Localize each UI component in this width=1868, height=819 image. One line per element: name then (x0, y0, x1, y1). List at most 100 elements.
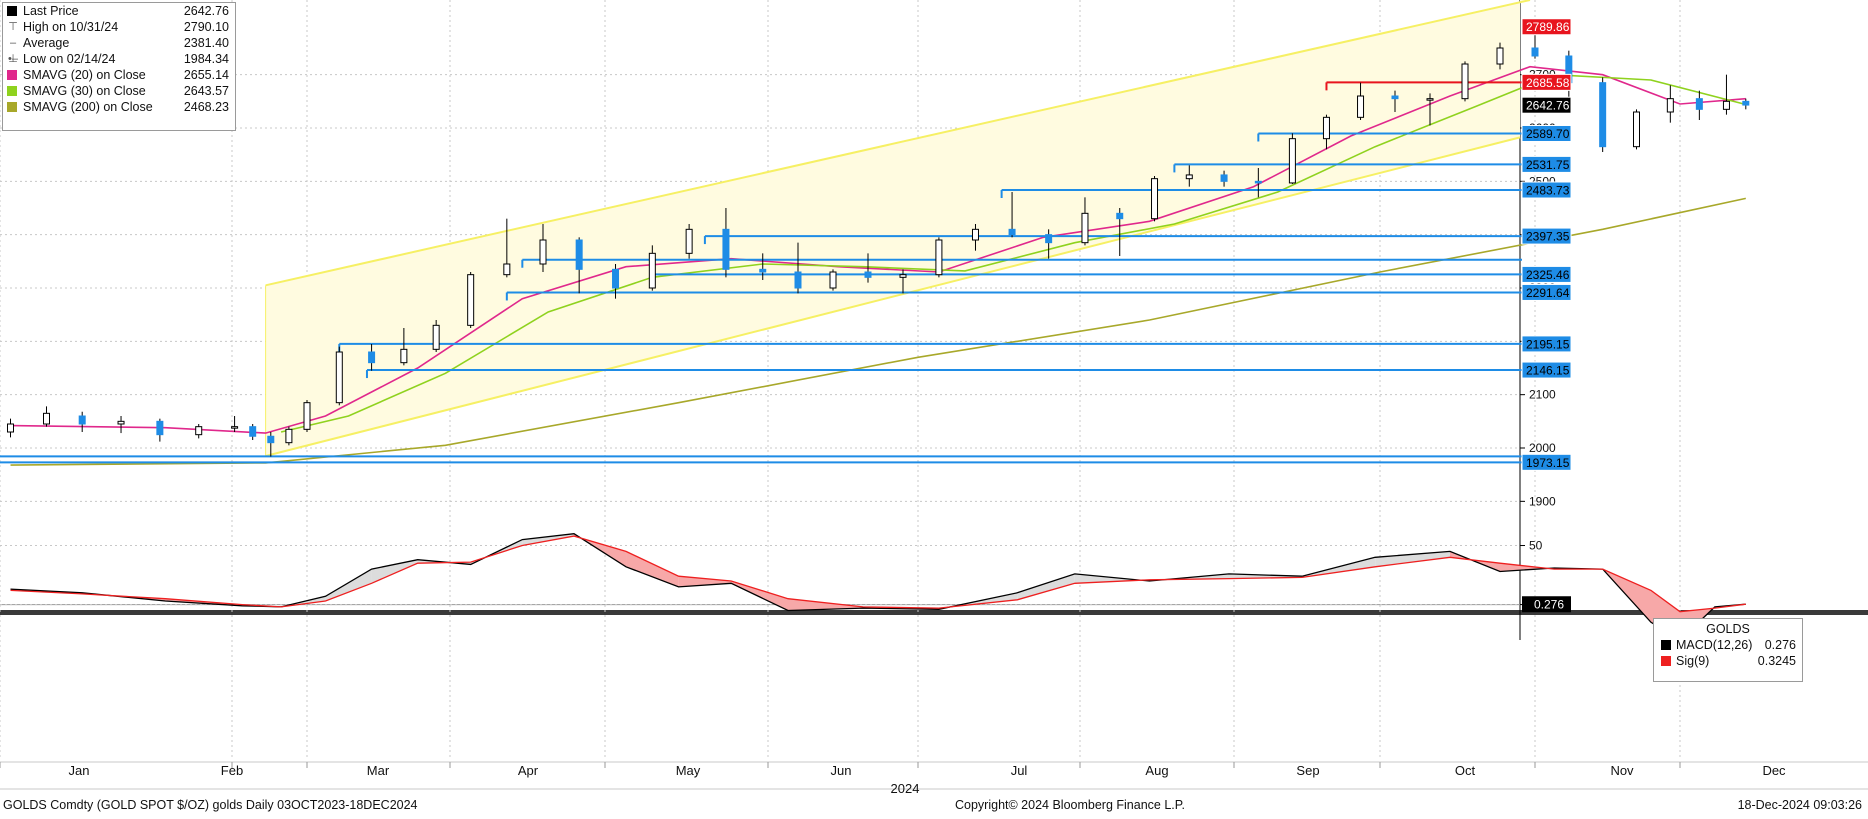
candlestick (794, 242, 802, 294)
candle-body (1391, 95, 1399, 100)
legend-label: SMAVG (200) on Close (23, 100, 153, 114)
macd-fill-segment (325, 569, 372, 602)
last-price-swatch-icon (7, 6, 17, 16)
candle-body (575, 239, 583, 270)
average-marker-icon: –•– (8, 37, 18, 65)
macd-fill-segment (1375, 551, 1450, 567)
macd-axis-tick-label: 50 (1529, 539, 1543, 553)
channel-upper-line (265, 0, 1531, 287)
candlestick (539, 224, 547, 272)
legend-label: Low on 02/14/24 (23, 52, 116, 66)
candlestick (1322, 114, 1330, 150)
candle-body (1722, 100, 1730, 110)
candle-body (722, 228, 730, 270)
candle-body (1081, 212, 1089, 244)
legend-value: 2643.57 (183, 84, 229, 98)
price-axis-tick-label: 1900 (1529, 494, 1556, 508)
price-tag-box (1521, 265, 1572, 283)
candle-body (195, 426, 203, 436)
macd-legend-label: Sig(9) (1676, 654, 1710, 668)
candle-body (1599, 82, 1607, 148)
price-tag-label: 2397.35 (1526, 230, 1570, 244)
price-legend: Last Price 2642.76 ⊤ High on 10/31/24 27… (2, 2, 236, 131)
price-tag-box (1521, 335, 1572, 353)
price-tag-box (1521, 361, 1572, 379)
candle-body (467, 274, 475, 326)
candlestick (1391, 90, 1399, 112)
candlestick (612, 264, 620, 299)
candle-body (935, 239, 943, 276)
candlestick (1722, 74, 1730, 115)
candle-body (400, 348, 408, 364)
price-tag: 2589.70 (1521, 124, 1572, 142)
macd-value-tag-label: 0.276 (1534, 598, 1564, 612)
candle-body (971, 228, 979, 241)
legend-value: 2642.76 (183, 4, 229, 18)
candlestick (1220, 170, 1228, 187)
candlestick (1599, 77, 1607, 152)
legend-item-sma20: SMAVG (20) on Close 2655.14 (3, 67, 235, 83)
candlestick (1081, 197, 1089, 246)
price-tag-box (1521, 155, 1572, 173)
candlestick (1185, 165, 1193, 187)
macd-fill-segment (626, 551, 679, 587)
legend-value: 2468.23 (183, 100, 229, 114)
price-tag-box (1521, 283, 1572, 301)
candle-body (267, 435, 275, 444)
x-axis-tick-label: Nov (1610, 763, 1634, 778)
candle-body (1045, 234, 1053, 244)
footer-security-description: GOLDS Comdty (GOLD SPOT $/OZ) golds Dail… (3, 798, 418, 812)
price-axis-tick-label: 2000 (1529, 441, 1556, 455)
candle-body (1116, 212, 1124, 220)
legend-label: SMAVG (30) on Close (23, 84, 146, 98)
price-tag-label: 2483.73 (1526, 184, 1570, 198)
candlestick (1496, 42, 1504, 70)
price-tag: 2685.58 (1521, 73, 1572, 91)
macd-legend-item-macd: MACD(12,26) 0.276 (1654, 637, 1802, 653)
price-tag-box (1521, 96, 1572, 114)
legend-item-low: ⊥ Low on 02/14/24 1984.34 (3, 51, 235, 67)
candlestick (899, 269, 907, 294)
candle-body (249, 426, 257, 437)
legend-label: Average (23, 36, 70, 50)
price-tag-box (1521, 453, 1572, 471)
candlestick (759, 253, 767, 280)
legend-value: 2790.10 (183, 20, 229, 34)
sma30-swatch-icon (7, 86, 17, 96)
candle-body (285, 428, 293, 444)
price-tag: 1973.15 (1521, 453, 1572, 471)
legend-item-high: ⊤ High on 10/31/24 2790.10 (3, 19, 235, 35)
price-tag: 2642.76 (1521, 96, 1572, 114)
candle-body (1496, 47, 1504, 65)
price-tag-label: 2642.76 (1526, 99, 1570, 113)
macd-legend-value: 0.3245 (1757, 654, 1796, 668)
candlestick (43, 406, 50, 427)
candle-body (231, 426, 239, 429)
candlestick (1288, 133, 1296, 184)
candlestick (648, 245, 656, 291)
price-tag-box (1521, 181, 1572, 199)
candle-body (7, 423, 14, 433)
candle-body (1151, 178, 1159, 220)
candle-body (864, 271, 872, 278)
candlestick (78, 411, 86, 432)
x-axis-tick-label: Feb (221, 763, 243, 778)
candle-body (1322, 116, 1330, 140)
candle-body (1695, 98, 1703, 110)
candle-body (1254, 180, 1262, 184)
candle-body (1531, 47, 1539, 57)
candle-body (539, 239, 547, 265)
legend-label: High on 10/31/24 (23, 20, 119, 34)
footer-timestamp: 18-Dec-2024 09:03:26 (1737, 798, 1862, 812)
candle-body (1633, 111, 1640, 148)
macd-legend-title: GOLDS (1706, 622, 1750, 636)
price-tag-box (1521, 227, 1572, 245)
candle-body (759, 268, 767, 273)
candlestick (1116, 208, 1124, 256)
price-tag-box (1521, 124, 1572, 142)
macd-legend-value: 0.276 (1764, 638, 1796, 652)
candlestick (231, 416, 239, 432)
candle-body (899, 274, 907, 278)
candlestick (267, 432, 275, 457)
candlestick (1742, 98, 1750, 110)
